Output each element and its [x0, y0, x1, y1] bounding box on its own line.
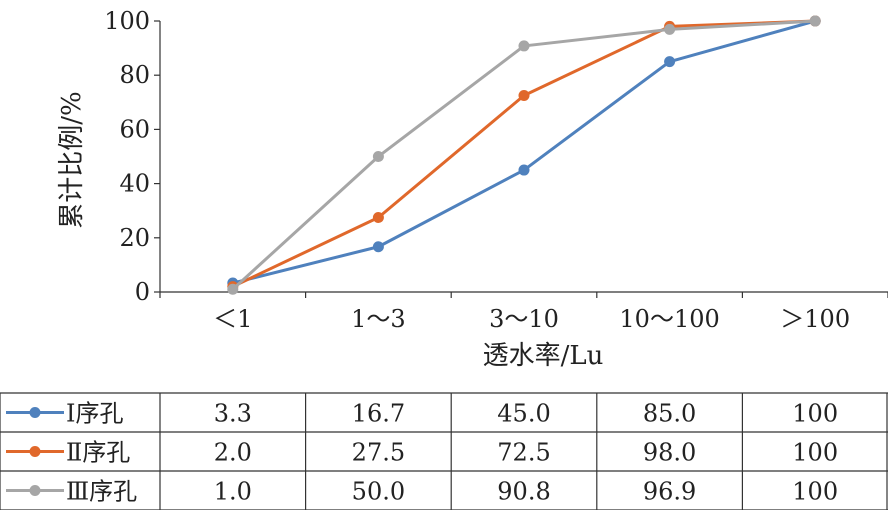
- table-cell: 98.0: [643, 439, 696, 467]
- y-tick-label: 60: [119, 115, 150, 143]
- y-tick-label: 0: [135, 278, 150, 306]
- y-axis-title: 累计比例/%: [57, 91, 87, 228]
- data-point: [227, 283, 239, 295]
- legend-key-marker: [29, 446, 41, 457]
- table-cell: 27.5: [352, 439, 405, 467]
- data-point: [664, 56, 676, 68]
- x-tick-label: 3～10: [489, 305, 559, 333]
- data-point: [372, 241, 384, 253]
- series-line: [231, 19, 816, 291]
- y-tick-label: 100: [104, 7, 150, 35]
- series-line: [232, 19, 816, 288]
- table-cell: 72.5: [497, 439, 550, 467]
- table-cell: 2.0: [214, 439, 252, 467]
- table-cell: 96.9: [643, 478, 696, 506]
- legend-label: Ⅱ序孔: [66, 439, 130, 467]
- table-cell: 85.0: [643, 400, 696, 428]
- legend-label: Ⅰ序孔: [66, 400, 123, 428]
- data-point: [372, 151, 384, 162]
- legend-key-marker: [29, 407, 41, 418]
- data-point: [372, 211, 384, 223]
- table-cell: 100: [792, 439, 838, 467]
- table-cell: 50.0: [352, 478, 405, 506]
- series-lines: [227, 15, 821, 295]
- series-3: [227, 15, 821, 295]
- x-tick-label: 1～3: [351, 305, 406, 333]
- data-table: Ⅰ序孔 3.3 16.7 45.0 85.0 100 Ⅱ序孔 2.0 27.5 72.5 98.0 1…: [0, 392, 888, 510]
- y-tick-label: 40: [119, 170, 150, 198]
- data-point: [809, 15, 821, 27]
- x-tick-label: ＞100: [780, 305, 850, 333]
- x-tick-label: 10～100: [619, 305, 719, 333]
- data-point: [518, 40, 530, 52]
- y-tick-label: 80: [119, 61, 150, 89]
- axes: 0 20 40 60 80 100 ＜1 1～3 3～10 10～100 ＞100: [104, 7, 888, 333]
- table-cell: 45.0: [497, 400, 550, 428]
- table-cell: 100: [792, 478, 838, 506]
- legend-key-marker: [29, 485, 41, 496]
- data-point: [518, 164, 530, 176]
- x-tick-label: ＜1: [213, 305, 252, 333]
- data-point: [664, 23, 676, 35]
- y-tick-label: 20: [119, 224, 150, 252]
- data-point: [518, 90, 530, 102]
- table-cell: 3.3: [214, 400, 252, 428]
- table-cell: 16.7: [352, 400, 405, 428]
- table-cell: 1.0: [214, 478, 252, 506]
- legend-label: Ⅲ序孔: [66, 478, 137, 506]
- table-cell: 100: [792, 400, 838, 428]
- series-2: [227, 15, 821, 293]
- table-cell: 90.8: [497, 478, 550, 506]
- x-axis-title: 透水率/Lu: [483, 341, 604, 371]
